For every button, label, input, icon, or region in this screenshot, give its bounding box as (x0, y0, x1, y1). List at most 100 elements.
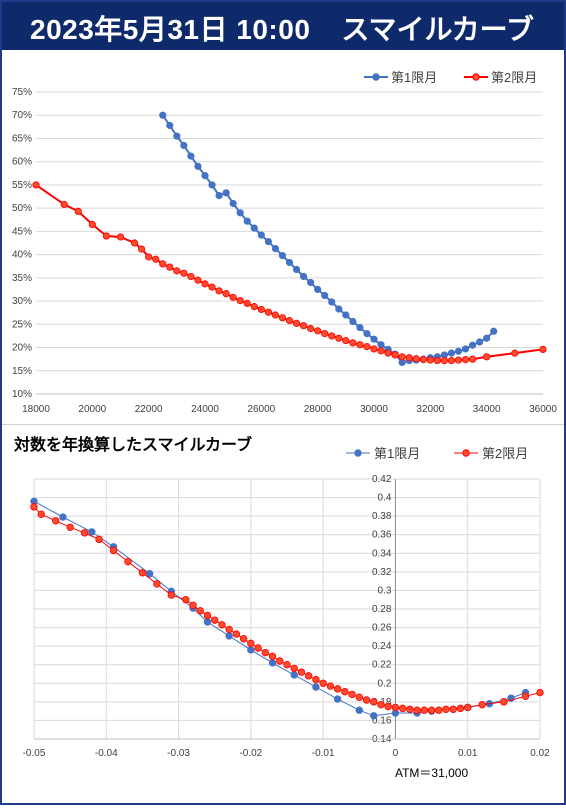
data-point-s2 (229, 293, 237, 301)
y-tick-label: 0.32 (372, 567, 392, 578)
data-point-s2 (370, 698, 378, 706)
data-point-s2 (398, 704, 407, 713)
data-point-s2 (51, 517, 60, 525)
data-point-s2 (264, 308, 272, 316)
data-point-s2 (283, 661, 291, 669)
series-line-1 (161, 114, 495, 364)
data-point-s1 (264, 238, 272, 246)
data-point-s1 (312, 683, 320, 691)
data-point-s1 (229, 199, 237, 208)
data-point-s2 (536, 688, 544, 697)
data-point-s1 (88, 528, 96, 536)
data-point-s2 (349, 339, 357, 347)
data-point-s2 (32, 181, 40, 189)
x-tick-label: -0.02 (239, 748, 262, 759)
y-tick-label: 35% (12, 273, 32, 284)
smile-curve-svg: 10% 15% 20% 25% 30% 35% 40% 45% 50% 55% 60% 65% 70% 7… (12, 70, 557, 415)
data-point-s2 (312, 675, 320, 684)
data-point-s2 (182, 596, 190, 604)
data-point-s1 (355, 706, 363, 714)
x-tick-label: 0.02 (530, 748, 550, 759)
y-tick-label: 0.26 (372, 623, 392, 634)
y-tick-label: 65% (12, 133, 32, 144)
data-point-s2 (304, 672, 313, 680)
x-tick-label: 26000 (247, 404, 275, 415)
y-tick-label: 20% (12, 343, 32, 354)
header-bar: 2023年5月31日 10:00 スマイルカーブ (2, 2, 564, 50)
data-point-s2 (321, 329, 329, 338)
chart2-title: 対数を年換算したスマイルカーブ (14, 435, 253, 454)
data-point-s2 (478, 700, 486, 709)
data-point-s2 (413, 706, 421, 714)
data-point-s2 (356, 341, 364, 349)
log-annualized-chart: 対数を年換算したスマイルカーブ 0.140.160.180.20.220.240… (2, 425, 564, 803)
x-tick-label: 0 (393, 748, 399, 759)
data-point-s2 (167, 591, 176, 599)
data-point-s2 (468, 355, 477, 363)
data-point-s2 (427, 706, 436, 714)
data-point-s2 (218, 621, 226, 629)
data-point-s2 (66, 523, 74, 531)
data-point-s1 (349, 317, 357, 326)
data-point-s2 (314, 327, 322, 335)
data-point-s2 (461, 356, 470, 364)
data-point-s1 (333, 695, 342, 703)
data-point-s1 (257, 231, 265, 239)
y-tick-label: 75% (12, 87, 32, 98)
data-point-s2 (257, 305, 265, 314)
data-point-s2 (145, 253, 153, 261)
data-point-s1 (335, 305, 343, 313)
data-point-s1 (268, 659, 277, 667)
data-point-s1 (292, 265, 301, 274)
x-tick-label: -0.05 (23, 748, 46, 759)
y-tick-label: 25% (12, 319, 32, 330)
data-point-s1 (208, 181, 216, 189)
data-point-s1 (222, 189, 230, 197)
data-point-s2 (391, 351, 399, 359)
data-point-s1 (225, 632, 233, 640)
data-point-s2 (159, 260, 167, 268)
date-label: 2023年5月31日 10:00 (30, 14, 311, 45)
data-point-s2 (116, 233, 125, 241)
data-point-s1 (328, 298, 336, 306)
x-tick-label: 0.01 (458, 748, 478, 759)
legend-label: 第1限月 (374, 446, 420, 461)
legend-marker (462, 449, 470, 457)
data-point-s2 (449, 705, 457, 713)
data-point-s1 (490, 327, 498, 335)
data-point-s2 (247, 639, 255, 648)
data-point-s2 (328, 332, 336, 340)
data-point-s2 (292, 319, 301, 327)
data-point-s1 (314, 285, 322, 294)
data-point-s2 (341, 687, 349, 696)
data-point-s2 (243, 299, 251, 307)
x-tick-label: 30000 (360, 404, 388, 415)
data-point-s2 (355, 693, 363, 701)
x-tick-label: 36000 (529, 404, 557, 415)
y-tick-label: 10% (12, 389, 32, 400)
y-tick-label: 0.42 (372, 474, 392, 485)
data-point-s2 (406, 705, 414, 713)
data-point-s2 (426, 356, 434, 364)
data-point-s2 (420, 706, 429, 714)
data-point-s2 (196, 607, 204, 615)
data-point-s2 (88, 220, 96, 229)
data-point-s2 (95, 535, 103, 544)
data-point-s2 (250, 303, 258, 311)
data-point-s2 (215, 287, 223, 295)
data-point-s2 (398, 353, 406, 361)
data-point-s2 (74, 207, 82, 216)
y-tick-label: 0.16 (372, 715, 392, 726)
x-tick-label: 20000 (78, 404, 106, 415)
y-tick-label: 0.2 (378, 678, 392, 689)
data-point-s1 (194, 162, 202, 170)
data-point-s2 (412, 355, 420, 363)
data-point-s1 (247, 646, 255, 654)
data-point-s2 (384, 702, 392, 711)
y-tick-label: 0.24 (372, 641, 392, 652)
data-point-s2 (326, 682, 335, 690)
data-point-s2 (370, 345, 378, 353)
data-point-s2 (208, 283, 216, 291)
data-point-s2 (187, 272, 195, 281)
data-point-s2 (290, 664, 298, 673)
